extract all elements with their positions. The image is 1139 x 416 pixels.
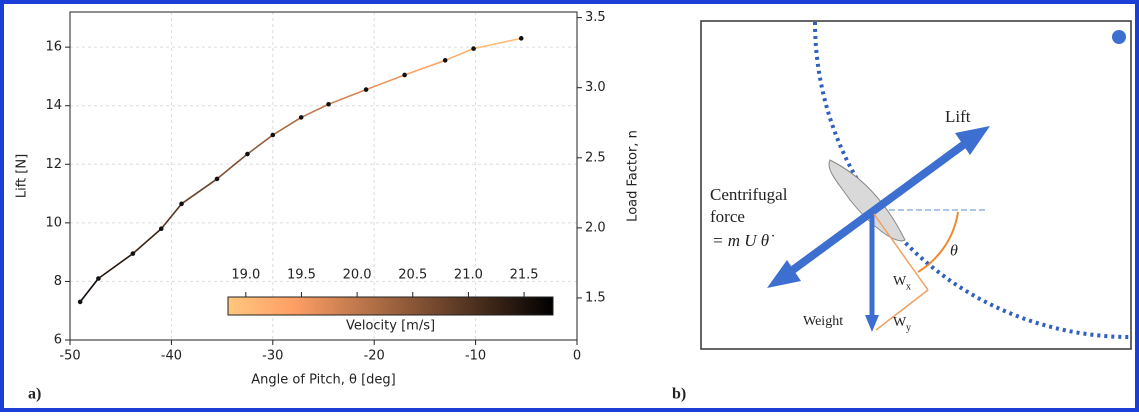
y-tick-label: 12	[45, 157, 62, 172]
colorbar-tick-label: 20.0	[343, 268, 372, 283]
colorbar-tick-label: 21.5	[510, 268, 539, 283]
data-point	[179, 201, 184, 207]
data-point	[96, 276, 101, 281]
wy-sub: y	[906, 322, 911, 333]
flight-path	[813, 21, 1131, 339]
line-segment	[328, 88, 367, 105]
line-segment	[404, 59, 446, 76]
line-segment	[300, 103, 329, 119]
y2-tick-label: 2.5	[585, 150, 606, 165]
arrow-head	[865, 315, 879, 332]
plot-frame	[69, 11, 578, 341]
x-tick-label: 0	[573, 349, 581, 364]
y-axis-label: Lift [N]	[15, 154, 30, 198]
theta-label: θ	[950, 243, 958, 260]
line-segment	[272, 116, 302, 136]
line-segment	[444, 47, 474, 62]
data-point	[130, 251, 136, 256]
colorbar-label: Velocity [m/s]	[346, 319, 435, 334]
colorbar	[227, 296, 554, 316]
data-point	[326, 101, 331, 107]
panel-label: a)	[28, 386, 41, 403]
theta-arc	[917, 211, 959, 273]
y-tick-label: 16	[45, 40, 62, 55]
y2-tick-label: 3.5	[585, 10, 606, 25]
chart: -50 -40 -30 -20 -10 0 6 8 10 12 14 16 1.5 2.0 2.5 3.0 3.…	[15, 10, 641, 387]
line-segment	[365, 74, 405, 91]
data-point	[158, 226, 164, 232]
y-tick-label: 14	[45, 98, 62, 113]
line-segment	[181, 178, 218, 205]
data-point	[471, 46, 476, 51]
position-dot	[1112, 30, 1126, 44]
x-tick-label: -30	[262, 349, 283, 364]
data-point	[402, 72, 407, 78]
wy-label: W	[893, 315, 907, 330]
arrow-head	[955, 126, 990, 155]
x-tick-label: -10	[465, 349, 486, 364]
line-segment	[160, 203, 183, 230]
data-point	[270, 132, 276, 138]
y-tick-label: 6	[54, 333, 62, 348]
line-segment	[132, 228, 162, 255]
line-segment	[216, 153, 248, 180]
arrow-head	[767, 260, 801, 288]
line-segment	[473, 37, 522, 50]
y2-tick-label: 1.5	[585, 290, 606, 305]
force-label: Centrifugal	[710, 185, 788, 204]
panel-label: b)	[672, 386, 686, 403]
force-formula: = m U θ̇	[712, 231, 774, 250]
lift-label: Lift	[945, 107, 971, 126]
y-tick-label: 10	[45, 215, 62, 230]
data-point	[245, 151, 250, 157]
x-axis-label: Angle of Pitch, θ [deg]	[251, 373, 395, 388]
data-point	[518, 36, 524, 41]
x-tick-label: -50	[59, 349, 80, 364]
wy-line	[875, 289, 929, 331]
data-point	[363, 87, 369, 92]
diagram-frame	[700, 20, 1132, 350]
wx-label: W	[893, 274, 907, 289]
data-point	[214, 176, 220, 182]
y-tick-label: 8	[54, 274, 62, 289]
x-tick-label: -40	[161, 349, 182, 364]
colorbar-tick-label: 20.5	[398, 268, 427, 283]
y2-axis-label: Load Factor, n	[626, 130, 641, 222]
colorbar-tick-label: 21.0	[454, 268, 483, 283]
y2-tick-label: 3.0	[585, 80, 606, 95]
colorbar-tick-label: 19.5	[287, 268, 316, 283]
data-point	[298, 115, 304, 120]
data-point	[77, 299, 83, 305]
colorbar-tick-label: 19.0	[231, 268, 260, 283]
wx-line	[873, 213, 929, 291]
x-tick-label: -20	[364, 349, 385, 364]
force-label: force	[710, 207, 745, 226]
line-segment	[246, 134, 274, 155]
diagram: Lift Centrifugal force = m U θ̇ θ W x W …	[700, 20, 1132, 350]
line-segment	[97, 252, 134, 280]
lift-arrow	[787, 136, 973, 276]
y2-tick-label: 2.0	[585, 220, 606, 235]
data-point	[442, 58, 448, 63]
wx-sub: x	[906, 281, 911, 292]
line-segment	[79, 278, 100, 303]
weight-label: Weight	[803, 314, 843, 329]
